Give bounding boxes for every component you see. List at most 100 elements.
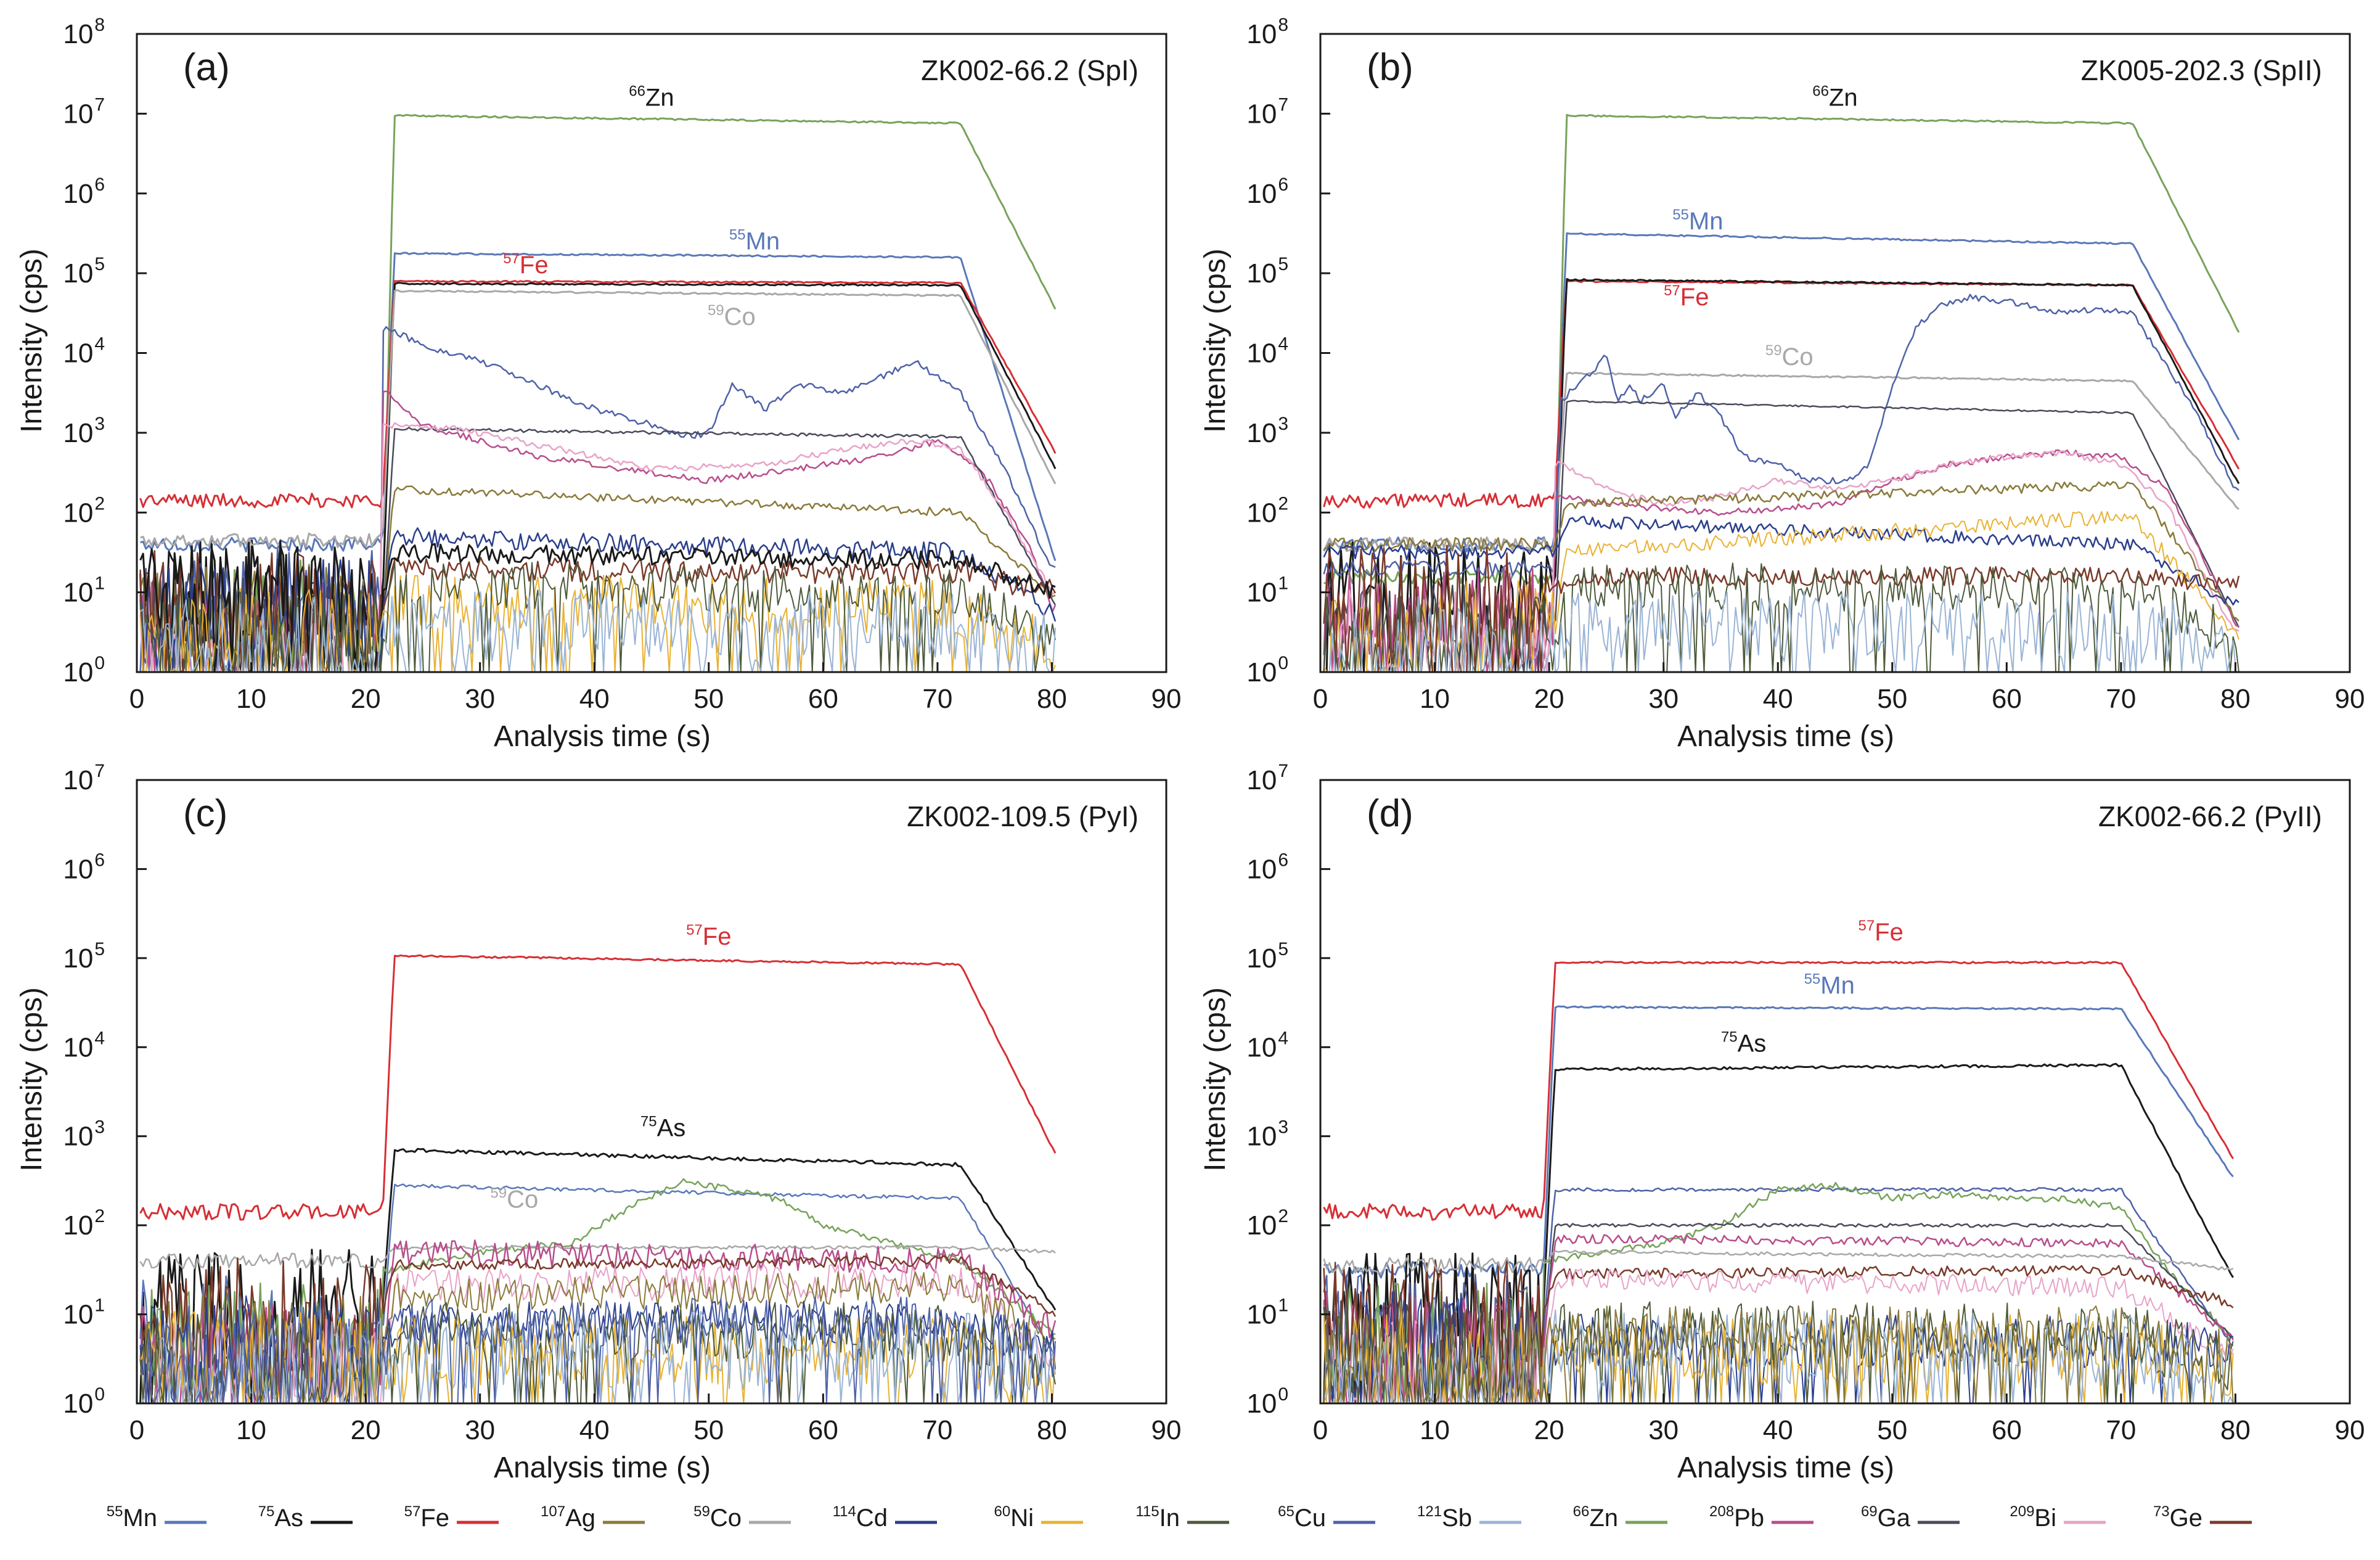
plot-frame: [136, 779, 1168, 1405]
y-tick-label: 106: [1246, 174, 1288, 209]
x-tick-label: 80: [1037, 684, 1067, 714]
series-line-ge: [139, 1255, 1057, 1403]
y-tick-label: 102: [63, 493, 105, 528]
y-tick-label: 108: [1246, 15, 1288, 49]
legend-item-ni: 60Ni: [994, 1503, 1083, 1532]
legend-item-ga: 69Ga: [1861, 1503, 1960, 1532]
series-line-co: [1323, 1249, 2234, 1275]
x-axis-label: Analysis time (s): [1677, 720, 1894, 753]
y-axis-label: Intensity (cps): [15, 248, 48, 433]
x-tick-label: 30: [465, 684, 495, 714]
y-tick-label: 103: [63, 1117, 105, 1152]
series-line-mn: [1323, 1005, 2234, 1279]
x-tick-label: 40: [579, 1415, 610, 1445]
legend-item-cu: 65Cu: [1278, 1503, 1375, 1532]
legend-label: 69Ga: [1861, 1503, 1911, 1532]
x-tick-label: 50: [1877, 1415, 1907, 1445]
plot-frame: [1319, 779, 2351, 1405]
y-tick-label: 107: [63, 94, 105, 129]
x-tick-label: 0: [129, 684, 144, 714]
series-line-cd: [139, 1295, 1056, 1403]
x-tick-label: 40: [1763, 1415, 1793, 1445]
y-tick-label: 100: [1246, 653, 1288, 688]
y-tick-label: 101: [63, 1295, 105, 1330]
series-label-mn: 55Mn: [729, 226, 780, 255]
x-tick-label: 10: [1420, 684, 1450, 714]
series-line-as2: [139, 540, 1056, 672]
y-tick-label: 103: [1246, 414, 1288, 448]
x-tick-label: 0: [129, 1415, 144, 1445]
series-label-fe: 57Fe: [503, 250, 548, 279]
series-line-co: [1323, 371, 2239, 552]
x-tick-label: 20: [351, 1415, 381, 1445]
y-axis-label: Intensity (cps): [1199, 987, 1232, 1172]
series-label-fe: 57Fe: [686, 922, 731, 950]
legend-label: 73Ge: [2153, 1503, 2202, 1532]
x-tick-label: 60: [1992, 1415, 2022, 1445]
y-tick-label: 105: [1246, 254, 1288, 289]
sample-title: ZK002-109.5 (PyI): [907, 800, 1139, 832]
series-line-cu: [1323, 294, 2239, 577]
x-tick-label: 0: [1313, 1415, 1328, 1445]
series-line-co: [139, 1245, 1056, 1270]
legend-item-pb: 208Pb: [1709, 1503, 1814, 1532]
sample-title: ZK002-66.2 (SpI): [921, 54, 1139, 86]
series-line-cd: [1323, 515, 2239, 606]
x-tick-label: 70: [922, 1415, 952, 1445]
x-tick-label: 40: [1763, 684, 1793, 714]
y-tick-label: 105: [63, 254, 105, 289]
series-line-sb: [139, 1310, 1056, 1403]
series-line-in: [1323, 562, 2239, 672]
x-tick-label: 90: [2335, 1415, 2365, 1445]
series-line-as: [1323, 277, 2240, 672]
series-line-fe: [1323, 961, 2234, 1221]
y-tick-label: 100: [63, 653, 105, 688]
series-line-co: [140, 289, 1057, 548]
legend-label: 57Fe: [404, 1503, 449, 1532]
x-tick-label: 10: [236, 684, 266, 714]
y-tick-label: 100: [63, 1384, 105, 1419]
legend-label: 121Sb: [1417, 1503, 1472, 1532]
legend-label: 115In: [1135, 1503, 1180, 1532]
series-label-co: 59Co: [708, 302, 756, 330]
series-line-as: [139, 282, 1057, 672]
series-label-co: 59Co: [1765, 342, 1814, 371]
panel-label: (c): [183, 792, 227, 835]
x-tick-label: 70: [2106, 1415, 2136, 1445]
y-tick-label: 104: [63, 1028, 105, 1062]
x-tick-label: 30: [1648, 684, 1679, 714]
legend-label: 107Ag: [541, 1503, 595, 1532]
series-group: [139, 113, 1057, 672]
series-label-mn: 55Mn: [1672, 207, 1723, 235]
legend-label: 75As: [258, 1503, 303, 1532]
series-label-as: 75As: [1721, 1029, 1766, 1057]
series-line-bi: [1323, 450, 2239, 672]
panel-label: (b): [1367, 46, 1413, 89]
y-tick-label: 108: [63, 15, 105, 49]
sample-title: ZK002-66.2 (PyII): [2098, 800, 2322, 832]
series-label-fe: 57Fe: [1664, 282, 1709, 311]
x-tick-label: 50: [1877, 684, 1907, 714]
y-tick-label: 107: [1246, 94, 1288, 129]
series-line-fe: [1323, 279, 2240, 509]
x-tick-label: 30: [465, 1415, 495, 1445]
y-tick-label: 107: [63, 761, 105, 795]
x-tick-label: 50: [693, 1415, 724, 1445]
y-tick-label: 107: [1246, 761, 1288, 795]
x-tick-label: 90: [1151, 1415, 1182, 1445]
y-tick-label: 106: [63, 174, 105, 209]
series-label-mn: 55Mn: [1804, 971, 1855, 1000]
series-line-sb: [1323, 590, 2239, 672]
legend-item-cd: 114Cd: [833, 1503, 937, 1532]
sample-title: ZK005-202.3 (SpII): [2081, 54, 2322, 86]
y-tick-label: 103: [63, 414, 105, 448]
legend-label: 66Zn: [1573, 1503, 1618, 1532]
x-axis-label: Analysis time (s): [494, 720, 711, 753]
series-line-cu: [139, 1296, 1056, 1403]
y-tick-label: 102: [1246, 493, 1288, 528]
x-tick-label: 20: [1534, 1415, 1564, 1445]
series-line-sb: [1323, 1309, 2234, 1403]
x-tick-label: 70: [2106, 684, 2136, 714]
y-tick-label: 105: [63, 939, 105, 974]
